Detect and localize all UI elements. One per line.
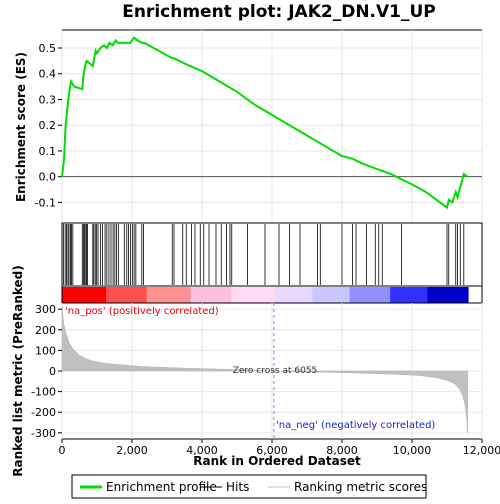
metric-tick-label: 0 bbox=[49, 365, 56, 378]
es-tick-label: -0.1 bbox=[35, 196, 56, 209]
x-tick-label: 2,000 bbox=[116, 444, 148, 457]
es-tick-label: 0.1 bbox=[39, 145, 57, 158]
es-tick-label: 0.4 bbox=[39, 68, 57, 81]
legend-label: Ranking metric scores bbox=[294, 480, 427, 494]
es-tick-label: 0.0 bbox=[39, 171, 57, 184]
x-axis-title: Rank in Ordered Dataset bbox=[193, 454, 361, 468]
zero-cross-label: Zero cross at 6055 bbox=[233, 366, 318, 376]
es-tick-label: 0.3 bbox=[39, 93, 57, 106]
es-tick-label: 0.5 bbox=[39, 42, 57, 55]
metric-y-axis-title: Ranked list metric (PreRanked) bbox=[11, 265, 25, 477]
metric-tick-label: 100 bbox=[35, 344, 56, 357]
metric-tick-label: 300 bbox=[35, 303, 56, 316]
x-tick-label: 10,000 bbox=[393, 444, 432, 457]
metric-y-axis-ticks: -300 -200 -100 0 100 200 300 bbox=[31, 303, 62, 440]
negative-region-label: 'na_neg' (negatively correlated) bbox=[276, 420, 435, 431]
metric-tick-label: 200 bbox=[35, 324, 56, 337]
metric-tick-label: -100 bbox=[31, 386, 56, 399]
hits-panel-frame bbox=[62, 223, 482, 286]
metric-tick-label: -200 bbox=[31, 406, 56, 419]
heatmap-segment bbox=[465, 287, 469, 303]
legend-label: Hits bbox=[226, 480, 249, 494]
metric-tick-label: -300 bbox=[31, 427, 56, 440]
chart-title: Enrichment plot: JAK2_DN.V1_UP bbox=[122, 2, 436, 22]
positive-region-label: 'na_pos' (positively correlated) bbox=[65, 306, 219, 317]
x-tick-label: 12,000 bbox=[463, 444, 500, 457]
rank-heatmap-bar bbox=[62, 287, 469, 303]
es-y-axis-ticks: -0.1 0.0 0.1 0.2 0.3 0.4 0.5 bbox=[35, 42, 62, 209]
es-tick-label: 0.2 bbox=[39, 119, 57, 132]
es-y-axis-title: Enrichment score (ES) bbox=[14, 52, 28, 202]
x-tick-label: 0 bbox=[59, 444, 66, 457]
